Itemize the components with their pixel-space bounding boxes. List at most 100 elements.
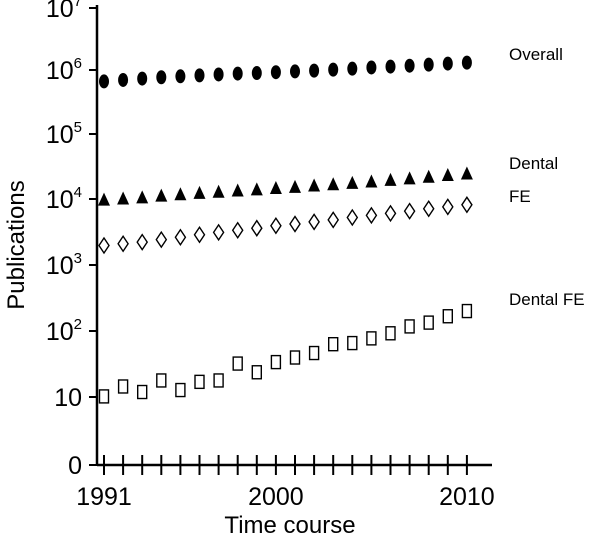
data-point (385, 326, 396, 341)
data-point (193, 225, 206, 244)
data-point (118, 72, 129, 87)
data-point (270, 354, 282, 370)
data-point (308, 213, 320, 231)
data-point (251, 365, 263, 380)
data-marks (98, 55, 473, 404)
data-point (136, 384, 148, 400)
data-point (212, 184, 225, 198)
data-point (250, 182, 263, 196)
data-point (365, 174, 378, 188)
data-point (309, 63, 320, 78)
data-point (99, 74, 109, 89)
y-tick-label: 104 (46, 184, 82, 214)
series-dental-fe (98, 303, 473, 404)
data-point (366, 331, 377, 346)
data-point (270, 65, 281, 80)
data-point (136, 233, 149, 251)
data-point (289, 215, 301, 233)
data-point (404, 319, 415, 334)
y-tick-label: 105 (46, 119, 82, 149)
y-axis-title: Publications (3, 180, 30, 309)
data-point (328, 336, 339, 352)
series-overall (99, 55, 472, 89)
data-point (212, 223, 225, 242)
data-point (193, 185, 206, 199)
data-point (384, 172, 397, 186)
data-point (270, 216, 282, 235)
data-point (175, 382, 186, 398)
data-point (174, 187, 187, 201)
data-point (328, 62, 339, 77)
data-point (231, 221, 244, 239)
data-point (441, 198, 454, 216)
data-point (366, 60, 377, 75)
data-point (441, 168, 454, 182)
x-tick-label: 1991 (76, 483, 132, 511)
data-point (289, 350, 301, 365)
data-point (231, 183, 244, 197)
data-point (213, 373, 224, 388)
data-point (442, 309, 453, 324)
x-axis-ticks: 1991 2000 2010 (76, 455, 495, 511)
series-label: FE (509, 187, 531, 206)
data-point (136, 190, 149, 204)
data-point (117, 234, 129, 253)
data-point (403, 171, 416, 185)
x-axis-title: Time course (224, 512, 355, 539)
data-point (308, 178, 321, 192)
data-point (461, 303, 473, 319)
data-point (156, 70, 167, 85)
data-point (461, 55, 472, 70)
y-tick-label: 106 (46, 55, 82, 85)
data-point (98, 389, 110, 404)
data-point (442, 56, 453, 71)
data-point (423, 57, 434, 72)
data-point (290, 64, 300, 79)
x-tick-label: 2000 (248, 483, 304, 511)
data-point (269, 181, 282, 195)
data-point (365, 206, 378, 225)
data-point (384, 204, 397, 223)
data-point (117, 379, 129, 394)
data-point (174, 228, 187, 247)
data-point (98, 236, 110, 255)
data-point (423, 315, 434, 330)
data-point (250, 219, 263, 237)
data-point (194, 68, 205, 83)
data-point (213, 67, 224, 82)
data-point (175, 69, 186, 84)
series-label: Dental FE (509, 290, 585, 309)
data-point (461, 196, 473, 214)
data-point (289, 179, 301, 193)
data-point (346, 208, 359, 227)
y-axis-ticks: 0 10 102 103 104 105 106 107 (46, 0, 97, 480)
data-point (327, 177, 340, 191)
series-label: Overall (509, 45, 563, 64)
data-point (98, 192, 110, 206)
y-tick-label: 10 (54, 384, 82, 412)
data-point (194, 374, 205, 390)
x-tick-label: 2010 (439, 483, 495, 511)
y-tick-label: 107 (46, 0, 82, 23)
data-point (117, 191, 130, 205)
y-tick-label: 0 (68, 452, 82, 480)
data-point (156, 373, 167, 388)
data-point (155, 188, 168, 202)
data-point (137, 71, 148, 86)
data-point (347, 61, 358, 76)
y-tick-label: 102 (46, 316, 82, 346)
y-tick-label: 103 (46, 250, 82, 280)
series-dental (98, 166, 473, 206)
data-point (232, 66, 243, 81)
data-point (422, 200, 435, 218)
data-point (308, 345, 320, 361)
series-labels: Overall Dental FE Dental FE (509, 45, 585, 309)
data-point (155, 230, 168, 249)
data-point (232, 356, 243, 371)
data-point (404, 58, 415, 73)
data-point (385, 59, 396, 74)
data-point (460, 166, 473, 180)
data-point (403, 202, 416, 220)
data-point (327, 211, 340, 229)
